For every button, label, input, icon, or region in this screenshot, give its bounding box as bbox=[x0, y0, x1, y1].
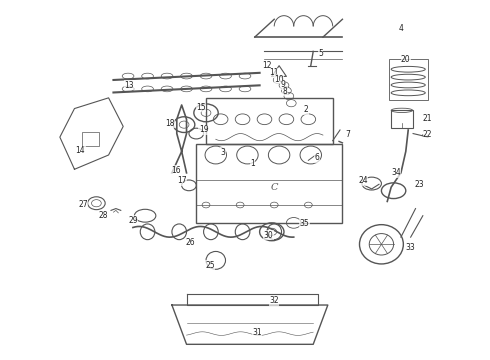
Text: 25: 25 bbox=[205, 261, 215, 270]
Text: 23: 23 bbox=[415, 180, 424, 189]
Text: 21: 21 bbox=[423, 114, 433, 123]
Text: 27: 27 bbox=[78, 200, 88, 209]
Text: 10: 10 bbox=[274, 75, 284, 84]
Text: 7: 7 bbox=[345, 130, 350, 139]
Text: 16: 16 bbox=[171, 166, 181, 175]
Text: 17: 17 bbox=[177, 176, 187, 185]
Text: 19: 19 bbox=[199, 126, 208, 135]
Text: 28: 28 bbox=[99, 211, 108, 220]
Text: 30: 30 bbox=[264, 231, 273, 240]
Text: 11: 11 bbox=[270, 68, 279, 77]
Text: 18: 18 bbox=[165, 119, 174, 128]
Text: 24: 24 bbox=[358, 176, 368, 185]
Text: 2: 2 bbox=[303, 105, 308, 114]
Text: 4: 4 bbox=[398, 24, 403, 33]
Text: 5: 5 bbox=[318, 49, 323, 58]
Text: 33: 33 bbox=[406, 243, 416, 252]
Text: 26: 26 bbox=[186, 238, 195, 247]
Text: 35: 35 bbox=[299, 219, 309, 228]
Text: 29: 29 bbox=[128, 216, 138, 225]
Text: C: C bbox=[270, 183, 278, 192]
Text: 12: 12 bbox=[262, 61, 271, 70]
Text: 20: 20 bbox=[401, 55, 411, 64]
Text: 13: 13 bbox=[124, 81, 134, 90]
Text: 14: 14 bbox=[75, 146, 85, 155]
Text: 8: 8 bbox=[283, 87, 287, 96]
Text: 22: 22 bbox=[423, 130, 433, 139]
Text: 3: 3 bbox=[220, 148, 225, 157]
Text: 1: 1 bbox=[250, 159, 255, 168]
Text: 6: 6 bbox=[315, 153, 319, 162]
Text: 34: 34 bbox=[391, 168, 401, 177]
Text: 32: 32 bbox=[270, 296, 279, 305]
Text: 15: 15 bbox=[196, 103, 206, 112]
Text: 31: 31 bbox=[252, 328, 262, 337]
Text: 9: 9 bbox=[280, 81, 285, 90]
